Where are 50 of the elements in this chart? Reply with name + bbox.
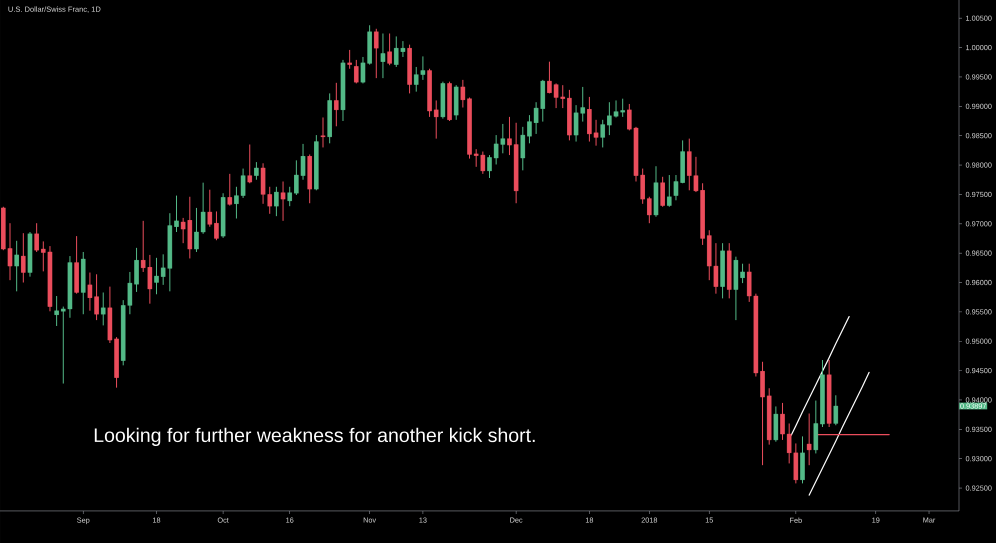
candlestick [480,151,486,174]
candlestick [560,84,566,109]
candlestick [274,186,279,217]
candlestick [140,220,146,272]
candlestick [334,82,339,127]
candlestick [214,210,219,241]
line-series [808,372,870,496]
candlestick [600,119,606,148]
candlestick [420,56,426,80]
candlestick [180,217,186,244]
candlestick [287,186,292,207]
candlestick [227,173,232,206]
candlestick [714,242,718,294]
candlestick [320,116,326,148]
candlestick [500,123,506,154]
candlestick [580,86,586,122]
candlestick [380,32,386,79]
candlestick [414,66,419,92]
candlestick [60,306,66,384]
candlestick [434,100,439,140]
candlestick [374,28,379,79]
candlestick [254,162,259,180]
candlestick [647,196,652,224]
candlestick [387,32,392,66]
candlestick [400,40,406,58]
annotation: Looking for further weakness for another kick short. [94,428,535,446]
candlestick [474,148,478,168]
candlestick [21,232,26,284]
candlestick [786,422,792,464]
candlestick [354,59,359,84]
candlestick [247,144,252,184]
candlestick [347,49,352,70]
candlestick [54,296,59,326]
candlestick [100,292,106,326]
candlestick [394,36,399,68]
candlestick [833,394,838,426]
candlestick [660,176,665,208]
candlestick [806,412,812,466]
candlestick [207,189,212,228]
candlestick [34,222,39,252]
candlestick [574,104,578,142]
candlestick [780,402,785,440]
candlestick [620,98,625,118]
candlestick [667,174,672,208]
candlestick [41,240,46,272]
candlestick [148,254,152,304]
candlestick [280,180,286,222]
candlestick [14,240,19,292]
candlestick [520,126,526,171]
candlestick [267,186,272,214]
